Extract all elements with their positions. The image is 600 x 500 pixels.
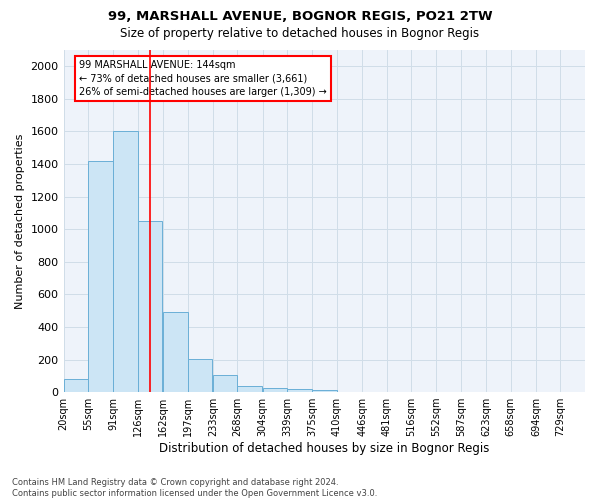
Bar [163, 312, 188, 392]
Text: Size of property relative to detached houses in Bognor Regis: Size of property relative to detached ho… [121, 28, 479, 40]
Bar [263, 388, 287, 392]
Bar [88, 161, 113, 392]
Bar [138, 221, 163, 392]
Bar [188, 358, 212, 392]
Bar [64, 379, 88, 392]
Bar [113, 132, 138, 392]
Text: Contains HM Land Registry data © Crown copyright and database right 2024.
Contai: Contains HM Land Registry data © Crown c… [12, 478, 377, 498]
Bar [313, 390, 337, 392]
X-axis label: Distribution of detached houses by size in Bognor Regis: Distribution of detached houses by size … [159, 442, 490, 455]
Bar [238, 386, 262, 392]
Text: 99 MARSHALL AVENUE: 144sqm
← 73% of detached houses are smaller (3,661)
26% of s: 99 MARSHALL AVENUE: 144sqm ← 73% of deta… [79, 60, 327, 96]
Bar [213, 375, 238, 392]
Text: 99, MARSHALL AVENUE, BOGNOR REGIS, PO21 2TW: 99, MARSHALL AVENUE, BOGNOR REGIS, PO21 … [107, 10, 493, 23]
Y-axis label: Number of detached properties: Number of detached properties [15, 134, 25, 308]
Bar [287, 389, 311, 392]
